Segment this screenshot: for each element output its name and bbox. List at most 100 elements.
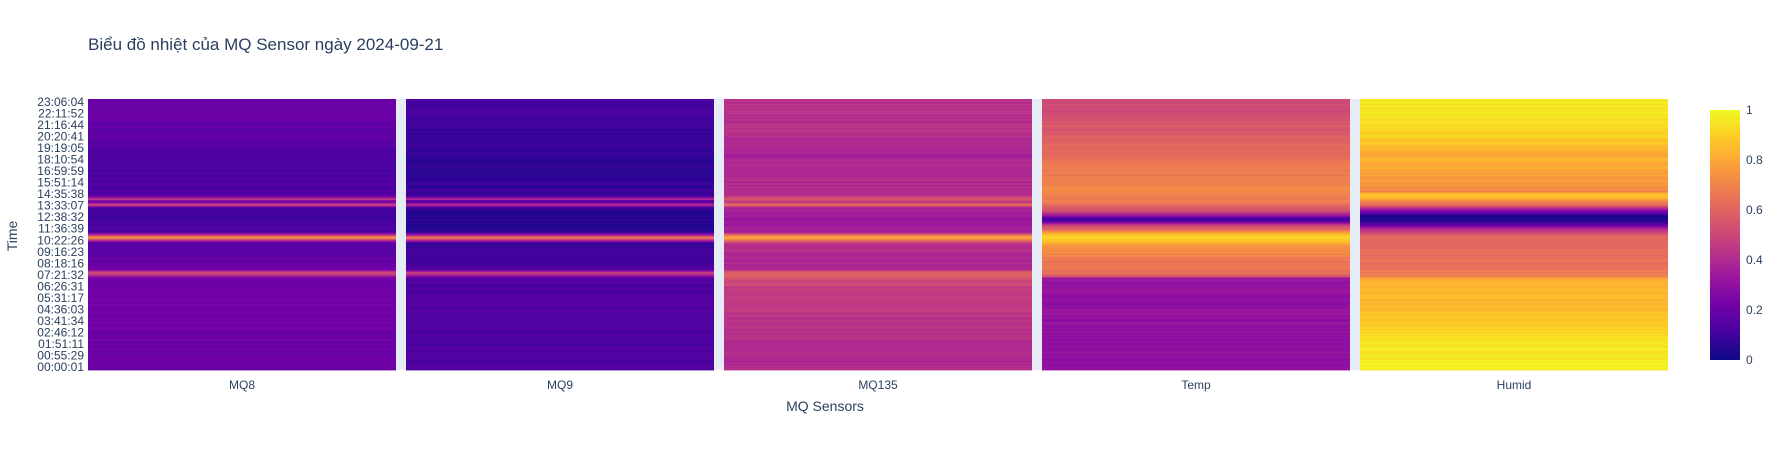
heatmap-cell [1360, 327, 1668, 329]
heatmap-cell [1360, 257, 1668, 259]
heatmap-cell [406, 140, 714, 143]
heatmap-cell [88, 129, 396, 132]
heatmap-cell [88, 144, 396, 146]
heatmap-cell [724, 296, 1032, 299]
heatmap-cell [406, 331, 714, 334]
heatmap-cell [406, 143, 714, 145]
heatmap-cell [406, 339, 714, 342]
heatmap-cell [1360, 309, 1668, 311]
heatmap-cell [88, 366, 396, 369]
heatmap-cell [724, 333, 1032, 336]
heatmap-cell [88, 276, 396, 278]
heatmap-cell [1042, 331, 1350, 334]
heatmap-cell [88, 141, 396, 144]
heatmap-cell [724, 335, 1032, 337]
heatmap-cell [724, 134, 1032, 136]
heatmap-cell [1042, 104, 1350, 107]
heatmap-cell [88, 208, 396, 211]
heatmap-cell [406, 131, 714, 134]
heatmap-cell [1360, 276, 1668, 278]
y-tick-label: 16:59:59 [37, 164, 84, 178]
heatmap-cell [1042, 137, 1350, 139]
heatmap-cell [1360, 342, 1668, 345]
heatmap-cell [88, 351, 396, 354]
heatmap-cell [1360, 164, 1668, 167]
heatmap-cell [406, 243, 714, 246]
heatmap-cell [406, 305, 714, 308]
heatmap-cell [1360, 124, 1668, 127]
heatmap-cell [1042, 182, 1350, 185]
heatmap-cell [1042, 245, 1350, 248]
heatmap-cell [724, 253, 1032, 256]
heatmap-cell [1042, 313, 1350, 316]
heatmap-cell [1042, 164, 1350, 167]
heatmap-cell [1042, 175, 1350, 178]
heatmap-cell [1042, 216, 1350, 218]
heatmap-cell [1042, 169, 1350, 171]
heatmap-cell [406, 104, 714, 107]
heatmap-cell [724, 164, 1032, 167]
heatmap-cell [724, 206, 1032, 208]
heatmap-cell [1042, 259, 1350, 261]
heatmap-cell [1360, 126, 1668, 128]
heatmap-cell [724, 140, 1032, 143]
heatmap-cell [88, 153, 396, 155]
heatmap-cell [1042, 219, 1350, 222]
heatmap-cell [1042, 101, 1350, 103]
heatmap-cell [1360, 136, 1668, 138]
heatmap-cell [1042, 240, 1350, 242]
heatmap-cell [1360, 262, 1668, 265]
heatmap-cell [1042, 281, 1350, 284]
heatmap-cell [724, 322, 1032, 325]
heatmap-cell [1042, 298, 1350, 301]
heatmap-cell [88, 126, 396, 128]
heatmap-cell [406, 128, 714, 130]
heatmap-cell [1042, 100, 1350, 102]
heatmap-cell [406, 161, 714, 163]
heatmap-cell [724, 209, 1032, 212]
heatmap-cell [1360, 338, 1668, 340]
heatmap-cell [724, 328, 1032, 330]
heatmap-cell [1360, 242, 1668, 244]
heatmap-cell [88, 275, 396, 277]
heatmap-cell [724, 122, 1032, 125]
heatmap-cell [1042, 102, 1350, 104]
heatmap-cell [724, 368, 1032, 371]
heatmap-cell [406, 207, 714, 209]
heatmap-cell [1360, 261, 1668, 264]
heatmap-cell [88, 131, 396, 134]
heatmap-cell [88, 269, 396, 272]
heatmap-cell [406, 324, 714, 327]
heatmap-cell [724, 109, 1032, 111]
heatmap-cell [88, 222, 396, 224]
heatmap-cell [1360, 153, 1668, 155]
heatmap-cell [724, 241, 1032, 243]
heatmap-cell [88, 115, 396, 118]
heatmap-cell [88, 294, 396, 296]
heatmap-cell [1360, 171, 1668, 173]
heatmap-cell [406, 242, 714, 244]
heatmap-cell [724, 147, 1032, 150]
heatmap-cell [724, 106, 1032, 109]
x-tick-label: Temp [1181, 378, 1211, 392]
heatmap-cell [1042, 165, 1350, 168]
heatmap-cell [88, 127, 396, 129]
colorbar-tick-label: 0.8 [1746, 153, 1763, 167]
heatmap-cell [406, 276, 714, 278]
heatmap-cell [406, 132, 714, 135]
heatmap-cell [1042, 145, 1350, 147]
heatmap-cell [1360, 172, 1668, 174]
heatmap-cell [1360, 310, 1668, 312]
heatmap-cell [88, 165, 396, 168]
heatmap-cell [724, 252, 1032, 255]
heatmap-cell [88, 364, 396, 366]
heatmap-cell [1360, 237, 1668, 240]
heatmap-cell [88, 118, 396, 120]
heatmap-cell [724, 341, 1032, 344]
heatmap-cell [1360, 207, 1668, 209]
heatmap-cell [1042, 188, 1350, 190]
heatmap-cell [406, 351, 714, 354]
heatmap-cell [1042, 214, 1350, 216]
heatmap-cell [1042, 144, 1350, 146]
heatmap-cell [1360, 196, 1668, 198]
